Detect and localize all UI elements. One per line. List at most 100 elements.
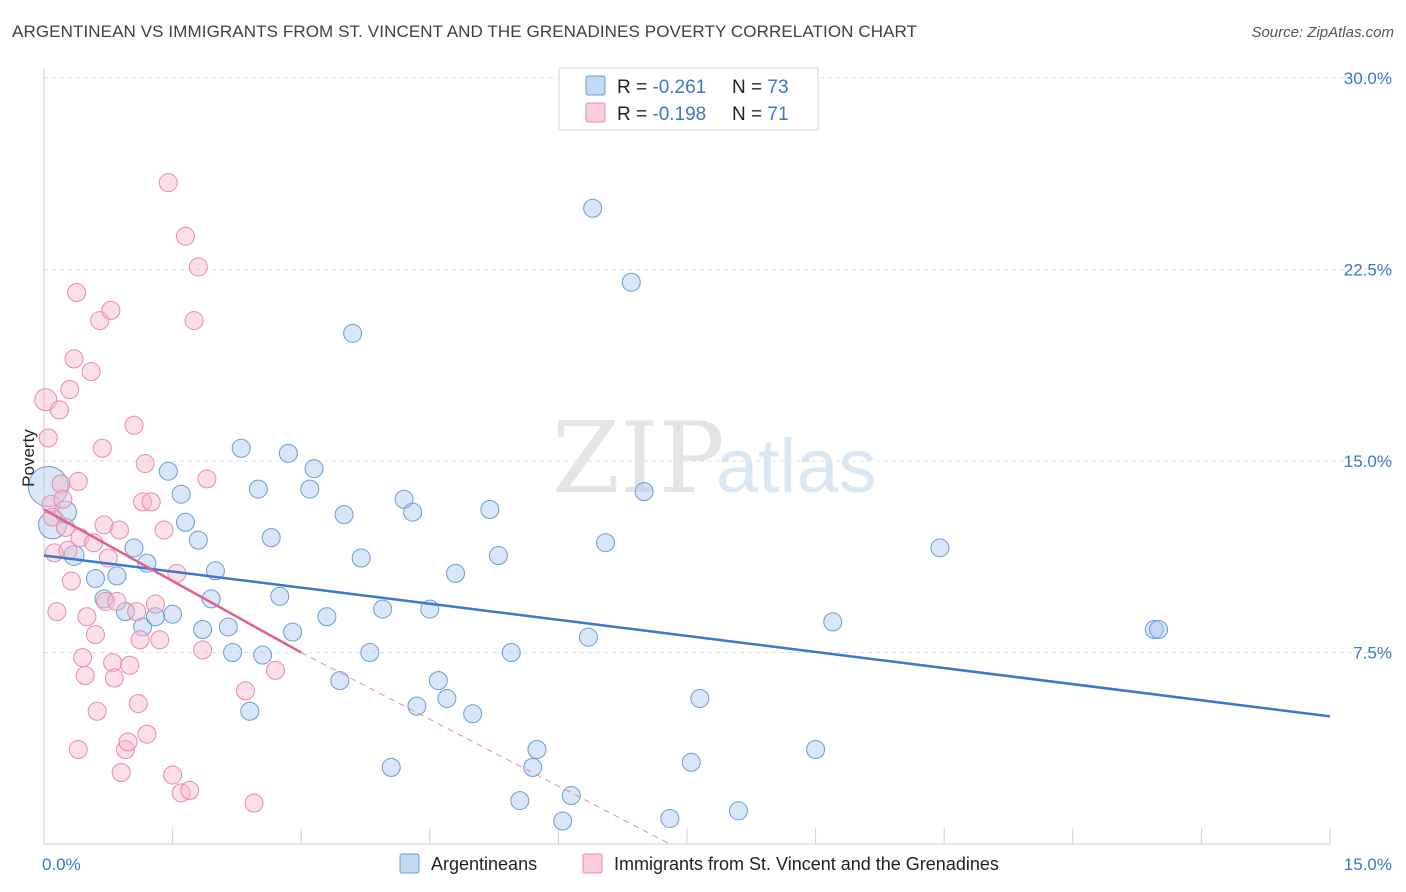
trend-extension-pink (300, 652, 671, 845)
watermark-zip: ZIP (552, 402, 725, 516)
point-pink-11 (60, 380, 80, 400)
point-blue-26 (261, 528, 281, 548)
y-tick-label-3: 30.0% (1344, 69, 1392, 88)
point-pink-14 (67, 282, 87, 302)
legend-swatch-blue (585, 75, 606, 96)
point-pink-42 (135, 454, 155, 474)
point-pink-45 (145, 594, 165, 614)
point-blue-13 (163, 604, 183, 624)
point-pink-36 (120, 655, 140, 675)
legend-n-label-blue: N = (732, 77, 767, 98)
bottom-legend: Argentineans Immigrants from St. Vincent… (399, 853, 999, 874)
watermark: ZIP atlas (552, 402, 877, 516)
legend-r-value-blue: -0.261 (652, 77, 706, 98)
point-blue-50 (501, 643, 521, 662)
point-pink-25 (92, 438, 112, 458)
point-blue-28 (278, 443, 298, 463)
point-blue-21 (223, 643, 243, 662)
point-pink-8 (53, 489, 73, 509)
point-pink-1 (38, 428, 58, 448)
point-blue-33 (330, 671, 350, 691)
point-pink-17 (73, 648, 93, 668)
point-blue-6 (107, 566, 127, 586)
legend-n-value-pink: 71 (767, 104, 788, 125)
point-pink-38 (127, 602, 147, 622)
point-blue-16 (188, 530, 208, 550)
point-pink-58 (235, 681, 255, 701)
point-blue-64 (728, 801, 748, 821)
chart-title: ARGENTINEAN VS IMMIGRANTS FROM ST. VINCE… (12, 22, 918, 41)
legend-n-label-pink: N = (732, 104, 767, 125)
point-blue-54 (553, 811, 573, 831)
legend-n-pink: N = 71 (732, 104, 789, 125)
point-blue-39 (381, 757, 401, 777)
x-tick-label-1: 15.0% (1344, 855, 1392, 874)
point-pink-33 (109, 520, 129, 540)
point-blue-36 (351, 548, 371, 568)
y-tick-label-0: 7.5% (1353, 644, 1392, 663)
point-blue-35 (343, 323, 363, 343)
point-pink-29 (101, 300, 121, 320)
bottom-legend-swatch-blue (399, 853, 420, 874)
point-blue-67 (930, 538, 950, 558)
point-pink-13 (64, 349, 84, 369)
point-pink-23 (87, 701, 107, 721)
watermark-atlas: atlas (716, 424, 877, 509)
point-blue-62 (681, 752, 701, 772)
point-blue-51 (510, 791, 530, 811)
y-axis-label: Poverty (19, 429, 38, 487)
point-blue-27 (270, 586, 290, 606)
point-pink-27 (96, 591, 116, 611)
point-blue-49 (488, 545, 508, 565)
trend-lines (43, 508, 1331, 845)
point-blue-65 (806, 740, 826, 760)
legend-n-value-blue: 73 (767, 77, 788, 98)
point-pink-53 (180, 780, 200, 800)
point-pink-43 (137, 724, 157, 744)
point-blue-47 (463, 704, 483, 724)
x-tick-label-0: 0.0% (42, 855, 81, 874)
y-tick-labels: 7.5% 15.0% 22.5% 30.0% (1344, 69, 1392, 663)
point-pink-55 (188, 257, 208, 277)
point-pink-22 (85, 625, 105, 645)
data-points (27, 173, 1169, 831)
point-pink-61 (111, 763, 131, 783)
bottom-legend-label-pink: Immigrants from St. Vincent and the Gren… (614, 854, 999, 874)
legend-r-label-blue: R = (617, 77, 652, 98)
point-pink-62 (68, 740, 88, 760)
point-blue-68 (1144, 620, 1164, 640)
point-pink-26 (94, 515, 114, 535)
legend: R = -0.261 N = 73 R = -0.198 N = 71 (558, 67, 819, 131)
point-pink-5 (47, 602, 67, 622)
point-blue-14 (171, 484, 191, 504)
point-pink-39 (128, 694, 148, 714)
point-pink-46 (150, 630, 170, 650)
point-pink-37 (124, 415, 144, 435)
point-pink-59 (244, 793, 264, 813)
point-blue-32 (317, 607, 337, 627)
point-blue-61 (660, 808, 680, 828)
trend-line-blue (43, 554, 1331, 718)
point-pink-31 (104, 668, 124, 688)
legend-r-label-pink: R = (617, 104, 652, 125)
point-blue-59 (621, 272, 641, 292)
point-blue-0 (27, 466, 69, 508)
point-blue-34 (334, 505, 354, 525)
y-tick-label-2: 22.5% (1344, 261, 1392, 280)
y-tick-label-1: 15.0% (1344, 452, 1392, 471)
point-blue-38 (373, 599, 393, 619)
point-pink-6 (49, 400, 69, 420)
point-blue-41 (403, 502, 423, 522)
legend-row-blue: R = -0.261 (617, 77, 706, 98)
legend-n-blue: N = 73 (732, 77, 789, 98)
point-blue-17 (193, 620, 213, 640)
point-blue-29 (283, 622, 303, 642)
point-pink-15 (68, 471, 88, 491)
point-blue-45 (437, 688, 457, 708)
point-blue-48 (480, 500, 500, 520)
point-blue-60 (634, 482, 654, 502)
point-pink-19 (77, 607, 97, 627)
point-blue-12 (158, 461, 178, 481)
point-blue-23 (240, 701, 260, 721)
